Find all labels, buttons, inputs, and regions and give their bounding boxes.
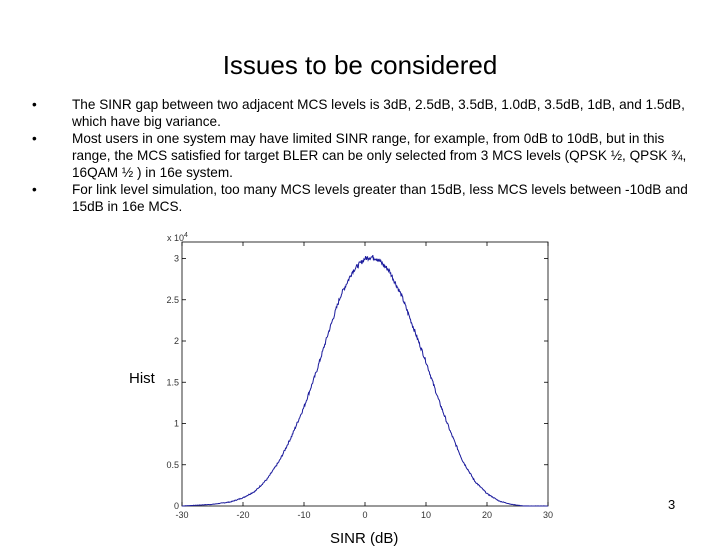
y-tick-label: 0.5 xyxy=(166,460,179,470)
y-tick-label: 3 xyxy=(174,254,179,264)
bullet-item: • For link level simulation, too many MC… xyxy=(28,181,698,215)
x-tick-label: -30 xyxy=(175,510,188,520)
y-tick-label: 2 xyxy=(174,336,179,346)
y-multiplier-label: x 104 xyxy=(167,232,188,243)
plot-frame xyxy=(181,241,549,507)
bullet-dot: • xyxy=(32,131,37,146)
x-tick-label: 10 xyxy=(421,510,431,520)
bullet-item: • The SINR gap between two adjacent MCS … xyxy=(28,96,698,130)
slide-title: Issues to be considered xyxy=(222,50,498,80)
x-tick-label: 30 xyxy=(543,510,553,520)
bullet-text: For link level simulation, too many MCS … xyxy=(72,182,688,214)
bullet-text: The SINR gap between two adjacent MCS le… xyxy=(72,97,685,129)
y-tick-label: 1.5 xyxy=(166,377,179,387)
chart-ticks: -30 -20 -10 0 10 20 30 0 0.5 1 1.5 2 2.5 3 xyxy=(166,242,553,520)
x-tick-label: 0 xyxy=(362,510,367,520)
histogram-chart: -30 -20 -10 0 10 20 30 0 0.5 1 1.5 2 2.5 3 x 104 xyxy=(166,232,553,520)
x-tick-label: -20 xyxy=(236,510,249,520)
bullet-list: • The SINR gap between two adjacent MCS … xyxy=(28,96,698,215)
bullet-dot: • xyxy=(32,182,37,197)
bullet-text: Most users in one system may have limite… xyxy=(72,131,687,180)
bullet-dot: • xyxy=(32,97,37,112)
chart-axes xyxy=(181,241,549,507)
y-tick-label: 2.5 xyxy=(166,295,179,305)
x-axis-label: SINR (dB) xyxy=(330,530,399,547)
page-number: 3 xyxy=(668,497,676,512)
y-tick-label: 1 xyxy=(174,419,179,429)
x-tick-label: 20 xyxy=(482,510,492,520)
y-tick-label: 0 xyxy=(174,501,179,511)
x-tick-label: -10 xyxy=(297,510,310,520)
bullet-item: • Most users in one system may have limi… xyxy=(28,130,698,181)
hist-label: Hist xyxy=(129,370,155,387)
histogram-line xyxy=(181,254,548,507)
